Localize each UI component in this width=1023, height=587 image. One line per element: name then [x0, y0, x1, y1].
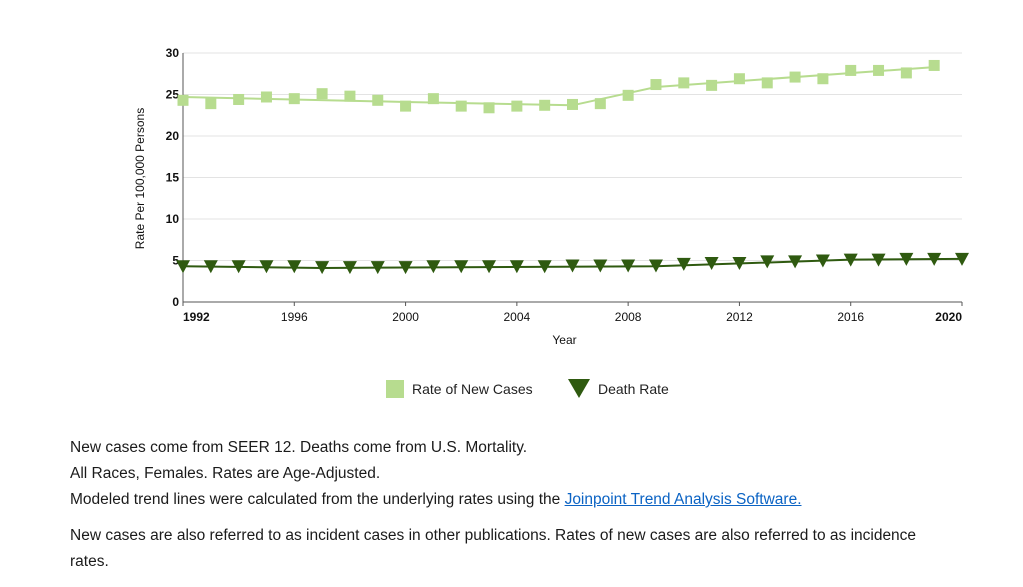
note-trend: Modeled trend lines were calculated from… [70, 487, 950, 513]
point-new-cases-2017 [873, 64, 885, 76]
point-new-cases-2006 [567, 98, 578, 110]
point-new-cases-2019 [928, 59, 940, 71]
point-death-rate-2020 [955, 252, 969, 266]
point-death-rate-2002 [454, 260, 469, 274]
point-death-rate-1999 [370, 261, 385, 275]
point-death-rate-2008 [621, 259, 636, 273]
point-new-cases-2001 [427, 93, 439, 105]
y-tick-label-30: 30 [166, 46, 180, 60]
legend-marker-death-rate [568, 379, 590, 398]
series-0 [177, 59, 940, 114]
chart: 0 5 10 15 20 25 30 1992 1996 2000 2004 2008 2012 2016… [133, 46, 969, 398]
point-death-rate-2019 [927, 252, 942, 266]
x-tick-label-2012: 2012 [726, 310, 753, 324]
point-new-cases-2015 [817, 73, 829, 85]
y-tick-label-5: 5 [172, 254, 179, 268]
joinpoint-link[interactable]: Joinpoint Trend Analysis Software. [564, 491, 802, 508]
axes: 0 5 10 15 20 25 30 1992 1996 2000 2004 2008 2012 2016… [133, 46, 963, 347]
point-new-cases-1993 [205, 98, 217, 110]
y-tick-label-10: 10 [166, 212, 180, 226]
point-new-cases-1992 [177, 94, 189, 106]
point-new-cases-1996 [288, 93, 300, 105]
point-death-rate-2003 [482, 260, 497, 274]
point-death-rate-2000 [398, 261, 413, 275]
point-new-cases-2011 [706, 79, 718, 91]
y-tick-label-15: 15 [166, 171, 180, 185]
point-new-cases-2002 [455, 100, 467, 112]
point-death-rate-2004 [509, 260, 524, 274]
point-death-rate-2005 [537, 260, 552, 274]
point-new-cases-2014 [789, 71, 801, 83]
point-new-cases-2008 [622, 89, 634, 101]
point-new-cases-2000 [400, 100, 412, 112]
x-tick-label-2004: 2004 [504, 310, 531, 324]
point-new-cases-1998 [344, 90, 356, 102]
legend-label-death-rate: Death Rate [598, 381, 669, 397]
legend: Rate of New Cases Death Rate [386, 379, 669, 398]
point-death-rate-1996 [287, 260, 302, 274]
x-tick-label-1996: 1996 [281, 310, 308, 324]
x-tick-label-2008: 2008 [615, 310, 642, 324]
point-new-cases-2004 [511, 100, 523, 112]
chart-svg: 0 5 10 15 20 25 30 1992 1996 2000 2004 2008 2012 2016… [133, 46, 969, 398]
note-trend-text: Modeled trend lines were calculated from… [70, 491, 565, 508]
point-death-rate-2001 [426, 260, 441, 274]
x-axis-title: Year [552, 333, 576, 347]
point-new-cases-2010 [678, 77, 690, 89]
point-death-rate-1995 [259, 260, 274, 274]
note-incidence: New cases are also referred to as incide… [70, 527, 917, 570]
point-death-rate-2011 [704, 256, 719, 270]
point-death-rate-2014 [788, 255, 803, 269]
point-new-cases-2012 [733, 73, 745, 85]
y-tick-label-0: 0 [172, 295, 179, 309]
note-source: New cases come from SEER 12. Deaths come… [70, 439, 528, 456]
point-new-cases-2016 [845, 64, 857, 76]
point-death-rate-2012 [732, 256, 747, 270]
point-death-rate-2016 [843, 253, 858, 267]
point-new-cases-1995 [260, 91, 272, 103]
point-new-cases-1999 [372, 94, 384, 106]
x-tick-label-1992: 1992 [183, 310, 210, 324]
series-1 [176, 252, 969, 275]
point-death-rate-1993 [203, 260, 218, 274]
point-death-rate-2007 [593, 259, 608, 273]
x-tick-label-2000: 2000 [392, 310, 419, 324]
point-new-cases-2009 [650, 79, 662, 91]
legend-label-new-cases: Rate of New Cases [412, 381, 533, 397]
y-axis-title: Rate Per 100,000 Persons [133, 108, 147, 249]
point-new-cases-2005 [539, 99, 551, 111]
point-death-rate-2006 [565, 259, 580, 273]
point-death-rate-1994 [231, 260, 246, 274]
point-death-rate-1992 [176, 260, 190, 274]
x-tick-label-2016: 2016 [837, 310, 864, 324]
point-death-rate-1997 [315, 261, 330, 275]
point-death-rate-2018 [899, 252, 914, 266]
point-new-cases-1994 [233, 93, 245, 105]
grid-lines [183, 52, 962, 261]
point-death-rate-2010 [676, 257, 691, 271]
point-new-cases-2013 [761, 77, 773, 89]
notes: New cases come from SEER 12. Deaths come… [70, 435, 950, 575]
x-tick-label-2020: 2020 [935, 310, 962, 324]
note-population: All Races, Females. Rates are Age-Adjust… [70, 465, 381, 482]
point-death-rate-2017 [871, 253, 886, 267]
y-tick-label-20: 20 [166, 129, 180, 143]
point-new-cases-2018 [900, 67, 912, 79]
point-new-cases-2007 [594, 98, 606, 110]
point-death-rate-2015 [815, 254, 830, 268]
point-new-cases-2003 [483, 102, 495, 114]
point-death-rate-2009 [648, 259, 663, 273]
point-new-cases-1997 [316, 88, 328, 100]
y-tick-label-25: 25 [166, 88, 180, 102]
point-death-rate-1998 [342, 261, 357, 275]
point-death-rate-2013 [760, 255, 775, 269]
legend-marker-new-cases [386, 380, 404, 398]
